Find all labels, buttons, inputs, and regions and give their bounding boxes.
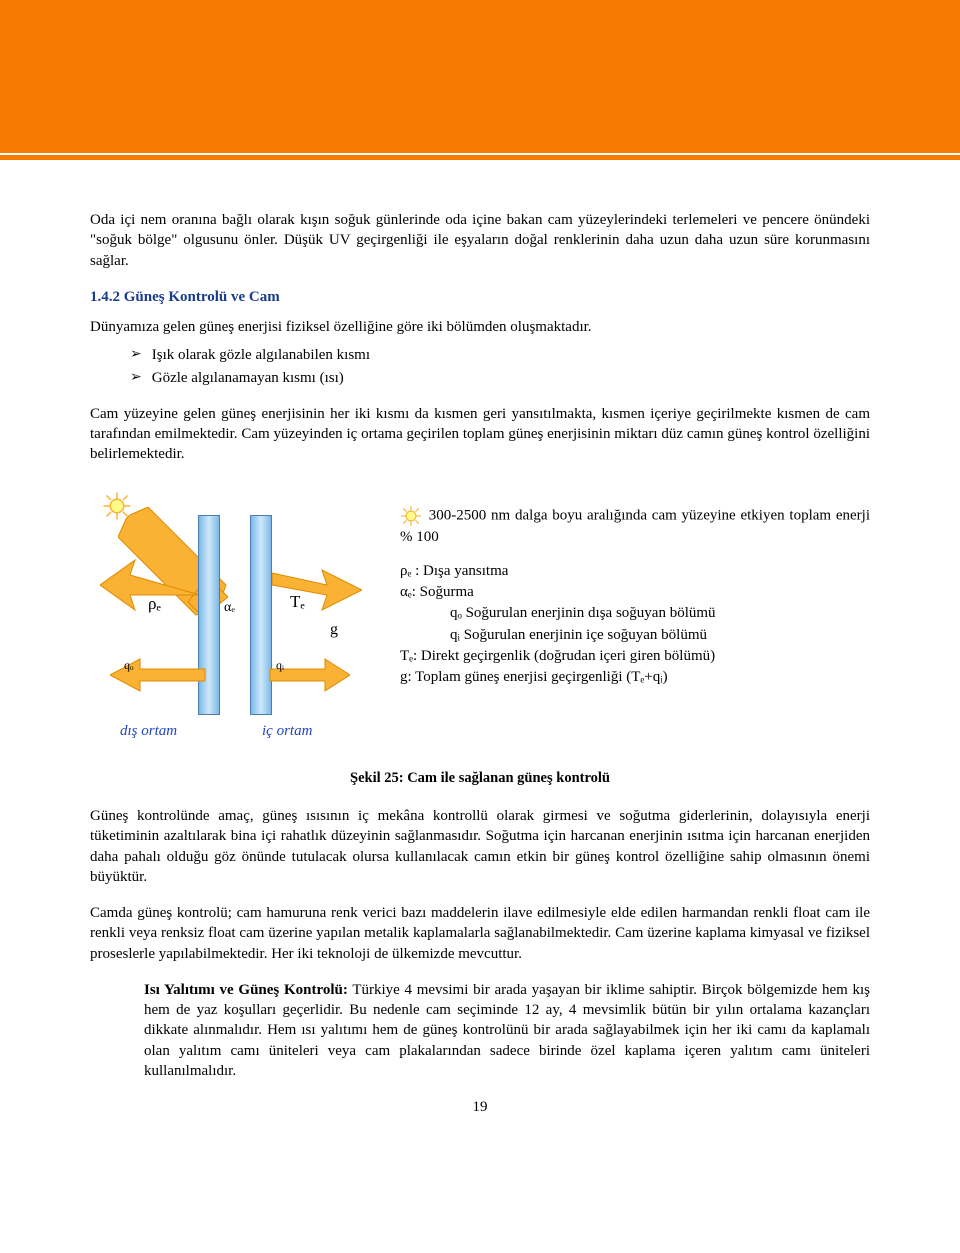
- label-alpha-e: αₑ: [224, 599, 235, 618]
- bullet-text: Işık olarak gözle algılanabilen kısmı: [152, 345, 370, 365]
- figure-legend: 300-2500 nm dalga boyu aralığında cam yü…: [400, 485, 870, 689]
- paragraph-3: Cam yüzeyine gelen güneş enerjisinin her…: [90, 404, 870, 465]
- label-g: g: [330, 619, 338, 641]
- section-heading: 1.4.2 Güneş Kontrolü ve Cam: [90, 287, 870, 307]
- legend-line-total: 300-2500 nm dalga boyu aralığında cam yü…: [400, 505, 870, 547]
- transmitted-arrow-icon: [272, 555, 362, 625]
- solar-glass-diagram: ρₑ αₑ Tₑ g qₒ qᵢ dış ortam iç ortam: [90, 485, 370, 755]
- legend-rho: ρₑ : Dışa yansıtma: [400, 561, 870, 581]
- bullet-item: ➢ Gözle algılanamayan kısmı (ısı): [130, 368, 870, 388]
- figure-caption: Şekil 25: Cam ile sağlanan güneş kontrol…: [90, 769, 870, 789]
- label-dis-ortam: dış ortam: [120, 721, 177, 741]
- para6-head: Isı Yalıtımı ve Güneş Kontrolü:: [144, 982, 348, 998]
- figure-row: ρₑ αₑ Tₑ g qₒ qᵢ dış ortam iç ortam: [90, 485, 870, 755]
- paragraph-2: Dünyamıza gelen güneş enerjisi fiziksel …: [90, 317, 870, 337]
- label-rho-e: ρₑ: [148, 593, 161, 616]
- legend-g: g: Toplam güneş enerjisi geçirgenliği (T…: [400, 667, 870, 687]
- legend-qo: qₒ Soğurulan enerjinin dışa soğuyan bölü…: [400, 603, 870, 623]
- page-number: 19: [90, 1097, 870, 1117]
- bullet-list: ➢ Işık olarak gözle algılanabilen kısmı …: [90, 345, 870, 388]
- paragraph-intro: Oda içi nem oranına bağlı olarak kışın s…: [90, 210, 870, 271]
- bullet-text: Gözle algılanamayan kısmı (ısı): [152, 368, 344, 388]
- label-ic-ortam: iç ortam: [262, 721, 312, 741]
- paragraph-4: Güneş kontrolünde amaç, güneş ısısının i…: [90, 806, 870, 887]
- bullet-item: ➢ Işık olarak gözle algılanabilen kısmı: [130, 345, 870, 365]
- label-T-e: Tₑ: [290, 591, 305, 614]
- legend-total-text: 300-2500 nm dalga boyu aralığında cam yü…: [400, 507, 870, 545]
- legend-Te: Tₑ: Direkt geçirgenlik (doğrudan içeri g…: [400, 646, 870, 666]
- legend-qi: qᵢ Soğurulan enerjinin içe soğuyan bölüm…: [400, 625, 870, 645]
- secondary-arrows-icon: [110, 655, 350, 695]
- page-content: Oda içi nem oranına bağlı olarak kışın s…: [0, 160, 960, 1147]
- paragraph-5: Camda güneş kontrolü; cam hamuruna renk …: [90, 903, 870, 964]
- paragraph-6: Isı Yalıtımı ve Güneş Kontrolü: Türkiye …: [90, 980, 870, 1081]
- label-qo: qₒ: [124, 657, 133, 673]
- header-band: [0, 0, 960, 160]
- label-qi: qᵢ: [276, 657, 284, 673]
- bullet-arrow-icon: ➢: [130, 368, 142, 388]
- sun-mini-icon: [400, 505, 422, 527]
- bullet-arrow-icon: ➢: [130, 345, 142, 365]
- header-divider: [0, 153, 960, 157]
- legend-alpha: αₑ: Soğurma: [400, 582, 870, 602]
